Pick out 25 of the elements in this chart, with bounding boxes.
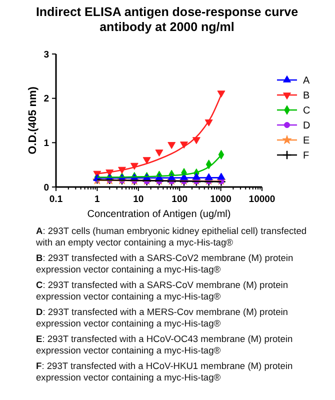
chart-title: Indirect ELISA antigen dose-response curve antibody at 2000 ng/ml [36,5,298,34]
x-tick-label: 0.1 [49,194,64,205]
y-axis-title: O.D.(405 nm) [27,86,39,154]
legend-label: E [303,136,310,146]
y-tick-label: 0 [44,182,49,194]
x-tick-label: 1 [94,194,101,205]
legend-label: A [303,76,310,86]
text: E: 293T transfected with a HCoV-OC43 membrane (M) protein expression vector containing a myc-His-tag® [36,334,293,356]
x-tick-label: 10000 [248,194,276,205]
text: B: 293T transfected with a SARS-CoV2 membrane (M) protein expression vector containing a myc-His-tag® [36,253,294,274]
y-tick-label: 2 [44,94,49,105]
y-tick-label: 1 [44,138,50,149]
legend-label: F [303,150,310,162]
x-tick-label: 1000 [210,194,232,205]
text: A: 293T cells (human embryonic kidney epithelial cell) transfected with an empty vector containing a myc-His-tag® [35,226,307,248]
y-tick-label: 3 [44,49,49,60]
legend-label: C [303,106,310,116]
legend-label: B [303,90,310,102]
text: F: 293T transfected with a HCoV-HKU1 membrane (M) protein expression vector containing a myc-His-tag® [36,361,293,382]
x-tick-label: 10 [133,194,144,205]
legend-label: D [303,120,310,132]
text: C: 293T transfected with a SARS-CoV membrane (M) protein expression vector containing a myc-His-tag® [36,280,288,302]
x-tick-label: 100 [172,194,188,205]
x-axis-title: Concentration of Antigen (ug/ml) [87,209,231,220]
text: D: 293T transfected with a MERS-Cov membrane (M) protein expression vector containing a myc-His-tag® [36,307,288,328]
